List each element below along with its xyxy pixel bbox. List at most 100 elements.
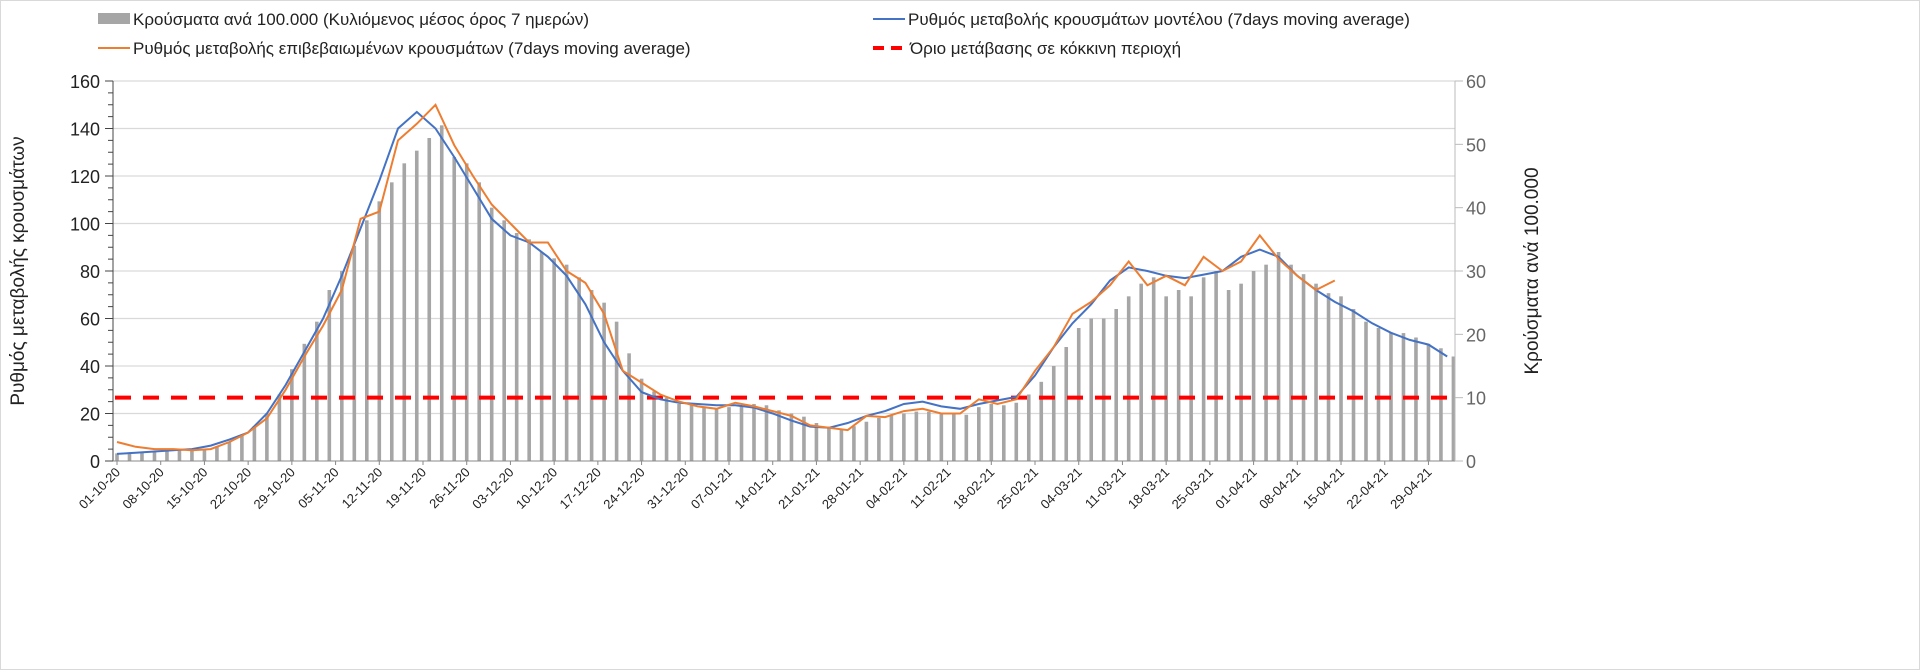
legend-label-bars: Κρούσματα ανά 100.000 (Κυλιόμενος μέσος … — [133, 10, 589, 29]
bar — [464, 163, 469, 462]
bar — [177, 450, 182, 461]
y-right-tick-label: 20 — [1466, 325, 1486, 345]
bar — [277, 394, 282, 461]
legend-label-confirmed: Ρυθμός μεταβολής επιβεβαιωμένων κρουσμάτ… — [133, 39, 691, 58]
bar — [1201, 277, 1206, 461]
bar — [1076, 328, 1081, 461]
bar — [1376, 328, 1381, 461]
x-tick-label: 07-01-21 — [688, 465, 735, 512]
legend-label-threshold: Όριο μετάβασης σε κόκκινη περιοχή — [909, 39, 1181, 58]
x-tick-label: 29-04-21 — [1387, 465, 1434, 512]
y-right-tick-label: 30 — [1466, 262, 1486, 282]
y-left-tick-label: 60 — [80, 310, 100, 330]
bar — [1164, 296, 1168, 461]
y-left-tick-label: 20 — [80, 405, 100, 425]
bar — [889, 415, 894, 461]
x-tick-label: 04-03-21 — [1037, 465, 1084, 512]
bar — [1339, 296, 1343, 461]
x-tick-label: 18-02-21 — [950, 465, 997, 512]
x-tick-label: 25-03-21 — [1169, 465, 1216, 512]
bar — [1351, 309, 1356, 461]
x-tick-label: 08-10-20 — [119, 465, 166, 512]
bar — [877, 417, 881, 461]
bar — [252, 426, 257, 461]
y-left-tick-label: 160 — [70, 72, 100, 92]
bar — [452, 157, 457, 461]
x-tick-label: 21-01-21 — [775, 465, 822, 512]
bar — [552, 258, 556, 461]
bar — [702, 407, 706, 461]
bar — [789, 413, 794, 461]
bar — [1289, 264, 1293, 461]
axes — [105, 80, 1463, 465]
x-tick-label: 04-02-21 — [863, 465, 910, 512]
bar — [764, 405, 769, 461]
bar — [1426, 343, 1431, 461]
bar — [577, 277, 581, 461]
bar — [902, 413, 906, 461]
bar — [1001, 405, 1006, 461]
bar — [989, 404, 994, 461]
bar — [939, 413, 944, 461]
bar — [165, 450, 169, 461]
bar — [1301, 274, 1306, 461]
bar — [827, 427, 831, 461]
bar — [927, 411, 931, 461]
bar — [964, 414, 969, 461]
bar — [202, 448, 207, 461]
bar — [302, 343, 307, 461]
bar — [1314, 283, 1318, 461]
x-tick-label: 19-11-20 — [382, 465, 429, 512]
y-left-tick-label: 100 — [70, 215, 100, 235]
bar — [1051, 366, 1056, 461]
x-tick-label: 15-04-21 — [1300, 465, 1347, 512]
legend-label-model: Ρυθμός μεταβολής κρουσμάτων μοντέλου (7d… — [908, 10, 1410, 29]
bar — [227, 442, 232, 461]
bar — [1026, 394, 1031, 461]
bar — [1039, 381, 1044, 461]
bar — [589, 290, 594, 461]
bar — [477, 182, 482, 462]
x-tick-label: 22-10-20 — [207, 465, 254, 512]
y-left-tick-label: 40 — [80, 357, 100, 377]
y-left-tick-label: 80 — [80, 262, 100, 282]
y-right-axis-title: Κρούσματα ανά 100.000 — [1522, 167, 1543, 374]
x-tick-label: 05-11-20 — [295, 465, 342, 512]
bar — [1264, 264, 1268, 461]
x-tick-label: 12-11-20 — [339, 465, 386, 512]
bar — [714, 408, 719, 461]
bar — [1226, 290, 1231, 461]
bar — [427, 138, 432, 461]
bar — [914, 411, 919, 461]
bar — [627, 353, 631, 461]
bar — [602, 302, 606, 461]
bar — [977, 407, 981, 461]
bar — [240, 435, 244, 461]
x-tick-label: 03-12-20 — [469, 465, 516, 512]
bar — [839, 429, 844, 461]
y-left-tick-label: 0 — [90, 452, 100, 472]
bar — [1276, 252, 1281, 461]
bar — [402, 163, 407, 462]
bar — [340, 271, 344, 461]
bar — [1251, 271, 1256, 461]
bar — [327, 290, 332, 461]
bar — [614, 321, 619, 461]
y-left-tick-label: 140 — [70, 120, 100, 140]
bar — [864, 421, 869, 461]
bar — [664, 397, 669, 461]
bar — [852, 426, 856, 461]
legend: Κρούσματα ανά 100.000 (Κυλιόμενος μέσος … — [98, 10, 1410, 58]
bar — [1014, 402, 1019, 461]
bar — [1114, 309, 1118, 461]
x-tick-label: 28-01-21 — [819, 465, 866, 512]
bar — [1126, 296, 1131, 461]
bar — [439, 125, 444, 461]
bar — [639, 378, 644, 461]
legend-swatch-bars — [98, 13, 130, 24]
bar — [140, 452, 144, 461]
x-tick-label: 08-04-21 — [1256, 465, 1303, 512]
bar — [215, 446, 219, 461]
bar — [1189, 296, 1193, 461]
